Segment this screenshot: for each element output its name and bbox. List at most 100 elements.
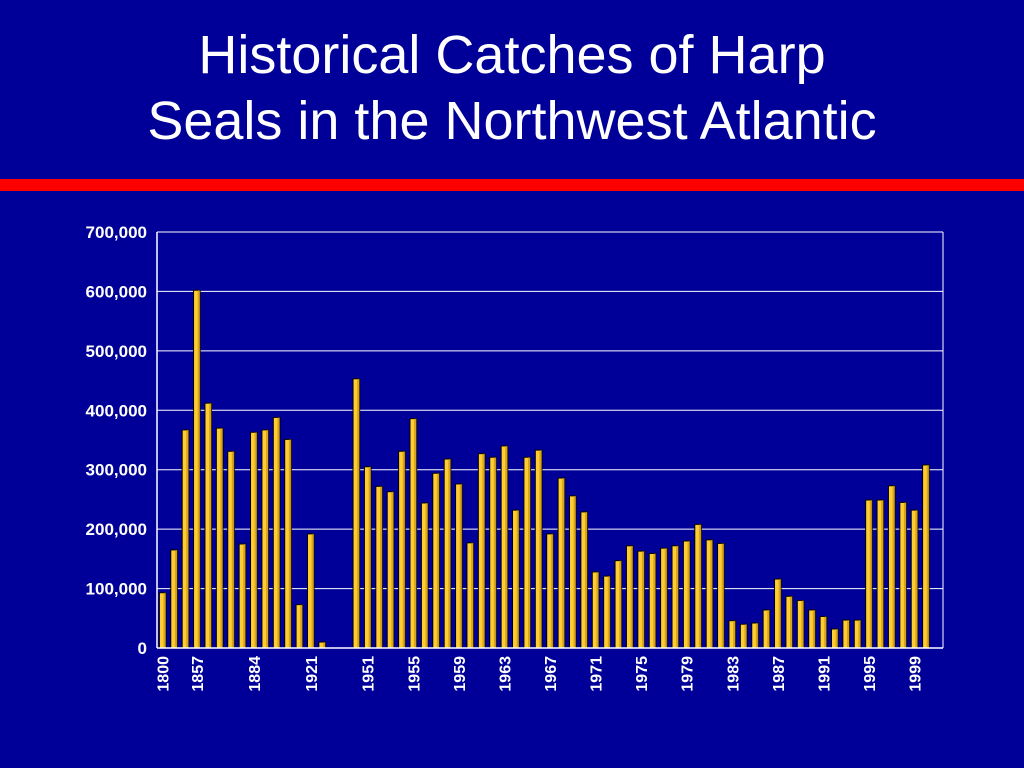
bar [238, 543, 247, 649]
bar-shade [801, 600, 804, 648]
bar-shade [425, 502, 428, 648]
bar [637, 550, 645, 649]
bar [386, 491, 395, 649]
bar-shade [903, 502, 907, 648]
bar-shade [482, 453, 485, 648]
bar-shade [812, 609, 816, 648]
bar-shade [379, 486, 383, 648]
bar [272, 416, 281, 649]
x-tick-label: 1995 [862, 656, 879, 692]
bar [432, 472, 440, 649]
bar [660, 547, 668, 649]
bar [489, 456, 497, 649]
bar-shade [493, 457, 497, 648]
bar [625, 545, 634, 649]
x-tick-label: 1987 [771, 656, 788, 692]
bar [591, 571, 600, 649]
bar-shade [630, 545, 634, 648]
bar [398, 450, 406, 649]
bar [910, 509, 919, 649]
bar [250, 431, 258, 649]
bar [534, 449, 543, 649]
x-tick-label: 1857 [190, 656, 207, 692]
bar [295, 604, 304, 649]
x-tick-label: 1955 [406, 656, 423, 692]
y-tick-label: 0 [138, 639, 147, 658]
y-tick-labels: 0 100,000 200,000 300,000 400,000 500,000 600,… [86, 223, 147, 658]
bar [887, 485, 896, 649]
x-tick-label: 1967 [543, 656, 560, 692]
bar-shade [402, 451, 406, 648]
bar-shade [288, 439, 292, 648]
bar [751, 622, 759, 649]
bar-shade [676, 545, 679, 648]
bar-shade [539, 450, 542, 648]
x-tick-labels: 1800 1857 1884 1921 1951 1955 1959 1963 1967 1971… [156, 656, 925, 692]
bar-shade [653, 553, 656, 648]
bar-shade [858, 620, 861, 648]
bar [466, 542, 475, 649]
bar [899, 501, 907, 649]
x-tick-label: 1921 [304, 656, 321, 692]
bar [261, 429, 270, 649]
bar-shade [767, 609, 770, 648]
bar-shade [174, 549, 178, 648]
bar [306, 533, 315, 649]
bar [853, 619, 862, 649]
bar [227, 450, 235, 649]
bar [865, 499, 873, 649]
bar-shade [733, 620, 736, 648]
x-tick-label: 1999 [908, 656, 925, 692]
bar [774, 578, 782, 649]
bar-shade [459, 483, 463, 648]
bar-shade [414, 418, 417, 648]
bar [193, 289, 201, 649]
bar [284, 438, 292, 649]
x-tick-label: 1800 [156, 656, 173, 692]
slide-title: Historical Catches of Harp Seals in the … [0, 22, 1024, 154]
bar-shade [710, 539, 713, 648]
bar-shade [186, 429, 189, 648]
bar-shade [311, 533, 315, 648]
bar-shade [516, 510, 520, 648]
bar-shade [596, 571, 599, 648]
x-tick-label: 1884 [247, 656, 264, 692]
bar-shade [436, 473, 440, 648]
bar-shade [721, 543, 725, 648]
bar-shade [220, 428, 223, 648]
bar [739, 623, 748, 649]
bar [682, 540, 691, 649]
axes [156, 232, 944, 649]
bar-shade [778, 579, 782, 648]
bar-shade [698, 524, 702, 648]
slide-title-line-2: Seals in the Northwest Atlantic [147, 91, 877, 151]
bar [352, 378, 361, 649]
bar-shade [607, 576, 611, 648]
bar [204, 402, 213, 649]
bar [705, 539, 714, 649]
bar-shade [266, 429, 269, 648]
bar-shade [824, 616, 827, 648]
bar-shade [322, 642, 326, 648]
x-tick-label: 1959 [452, 656, 469, 692]
bar [568, 495, 577, 649]
bar-shade [231, 451, 235, 648]
bar-shade [277, 417, 280, 648]
bar [614, 560, 623, 649]
bar [842, 619, 850, 649]
x-tick-label: 1979 [680, 656, 697, 692]
bar [181, 429, 190, 649]
bar-shade [209, 403, 212, 648]
bar-shade [755, 623, 759, 648]
x-tick-label: 1975 [634, 656, 651, 692]
bar-shade [744, 624, 747, 648]
bar [523, 456, 532, 649]
y-tick-label: 200,000 [86, 520, 147, 539]
bar-shade [368, 466, 372, 648]
bar [648, 553, 657, 649]
bar [728, 620, 737, 649]
bar [170, 549, 178, 649]
bar-shade [505, 445, 508, 648]
bar [512, 509, 520, 649]
bar-shade [790, 596, 793, 648]
